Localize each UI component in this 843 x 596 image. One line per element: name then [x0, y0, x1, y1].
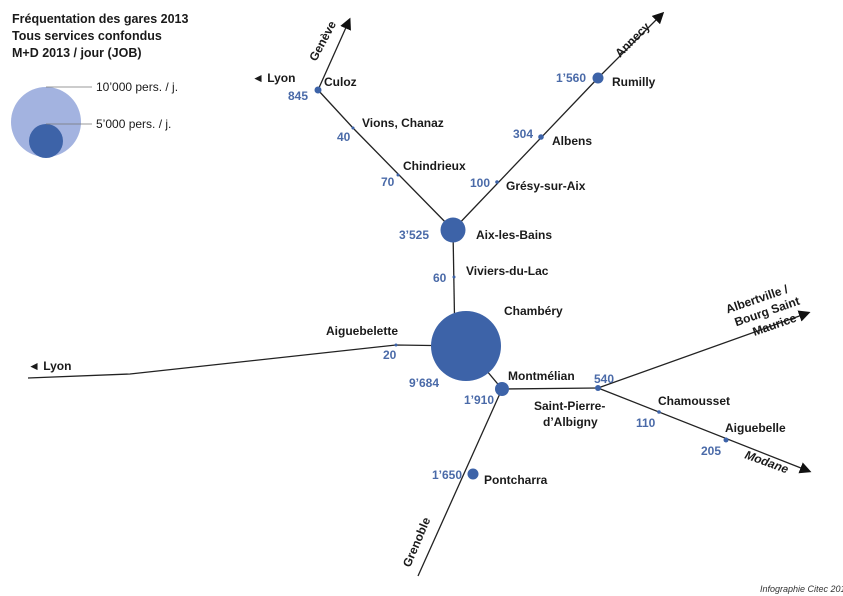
- node-gresy: [495, 180, 499, 184]
- direction-geneve: Genève: [306, 18, 339, 63]
- node-saint-pierre: [595, 385, 601, 391]
- value-gresy: 100: [470, 176, 490, 190]
- direction-annecy: Annecy: [612, 19, 653, 60]
- legend-large-circle: [11, 87, 81, 157]
- name-chambery: Chambéry: [504, 304, 563, 318]
- value-vions: 40: [337, 130, 351, 144]
- node-aix: [440, 217, 466, 243]
- credit: Infographie Citec 2018: [760, 584, 843, 594]
- node-chamousset: [657, 410, 661, 414]
- line-to-modane: [597, 387, 812, 474]
- name-albens: Albens: [552, 134, 592, 148]
- value-rumilly: 1’560: [556, 71, 586, 85]
- value-culoz: 845: [288, 89, 308, 103]
- station-values: 845 40 70 3’525 60 9’684 20 1’910 1’650 …: [288, 71, 721, 482]
- node-aiguebelette: [394, 343, 398, 347]
- line-aix-culoz: [352, 127, 454, 231]
- node-montmelian: [495, 382, 509, 396]
- value-aiguebelette: 20: [383, 348, 397, 362]
- node-culoz: [314, 86, 322, 94]
- legend-small-label: 5’000 pers. / j.: [96, 117, 171, 131]
- line-montmelian-stpierre: [501, 387, 599, 390]
- line-to-albertville: [597, 310, 811, 389]
- name-chindrieux: Chindrieux: [403, 159, 466, 173]
- node-vions: [351, 126, 355, 130]
- value-chambery: 9’684: [409, 376, 439, 390]
- name-aiguebelle: Aiguebelle: [725, 421, 786, 435]
- node-albens: [538, 134, 544, 140]
- title-line-1: Fréquentation des gares 2013: [12, 12, 189, 26]
- value-albens: 304: [513, 127, 533, 141]
- title-line-2: Tous services confondus: [12, 29, 162, 43]
- name-saint-pierre-2: d’Albigny: [543, 415, 598, 429]
- value-saint-pierre: 540: [594, 372, 614, 386]
- value-aix: 3’525: [399, 228, 429, 242]
- line-to-annecy: [597, 11, 665, 79]
- value-chamousset: 110: [636, 416, 656, 430]
- node-chambery: [431, 311, 501, 381]
- line-to-geneve: [317, 17, 351, 91]
- direction-grenoble: Grenoble: [400, 515, 434, 569]
- direction-lyon-north: ◄ Lyon: [252, 71, 295, 85]
- node-aiguebelle: [723, 437, 729, 443]
- legend-large-label: 10’000 pers. / j.: [96, 80, 178, 94]
- name-chamousset: Chamousset: [658, 394, 730, 408]
- rail-lines: [27, 11, 812, 577]
- node-rumilly: [592, 72, 604, 84]
- line-to-grenoble: [417, 388, 503, 577]
- node-chindrieux: [396, 173, 400, 177]
- line-aix-rumilly: [452, 77, 599, 231]
- name-rumilly: Rumilly: [612, 75, 656, 89]
- value-aiguebelle: 205: [701, 444, 721, 458]
- name-montmelian: Montmélian: [508, 369, 575, 383]
- station-nodes: [314, 72, 729, 480]
- node-viviers: [452, 275, 456, 279]
- title-line-3: M+D 2013 / jour (JOB): [12, 46, 142, 60]
- line-culoz-segment: [317, 89, 354, 129]
- direction-lyon-west: ◄ Lyon: [28, 359, 71, 373]
- direction-modane: Modane: [743, 448, 791, 477]
- value-montmelian: 1’910: [464, 393, 494, 407]
- line-to-lyon-west: [27, 344, 467, 379]
- title-block: Fréquentation des gares 2013 Tous servic…: [12, 12, 189, 60]
- legend-small-circle: [29, 124, 63, 158]
- node-pontcharra: [467, 468, 479, 480]
- name-viviers: Viviers-du-Lac: [466, 264, 549, 278]
- name-saint-pierre-1: Saint-Pierre-: [534, 399, 605, 413]
- name-gresy: Grésy-sur-Aix: [506, 179, 586, 193]
- name-aix: Aix-les-Bains: [476, 228, 552, 242]
- value-pontcharra: 1’650: [432, 468, 462, 482]
- value-viviers: 60: [433, 271, 447, 285]
- name-aiguebelette: Aiguebelette: [326, 324, 398, 338]
- direction-labels: ◄ Lyon Genève Annecy ◄ Lyon Albertville …: [28, 18, 801, 569]
- value-chindrieux: 70: [381, 175, 395, 189]
- legend: 10’000 pers. / j. 5’000 pers. / j.: [11, 80, 178, 158]
- name-pontcharra: Pontcharra: [484, 473, 548, 487]
- name-vions: Vions, Chanaz: [362, 116, 444, 130]
- station-names: Culoz Vions, Chanaz Chindrieux Aix-les-B…: [324, 75, 786, 487]
- name-culoz: Culoz: [324, 75, 357, 89]
